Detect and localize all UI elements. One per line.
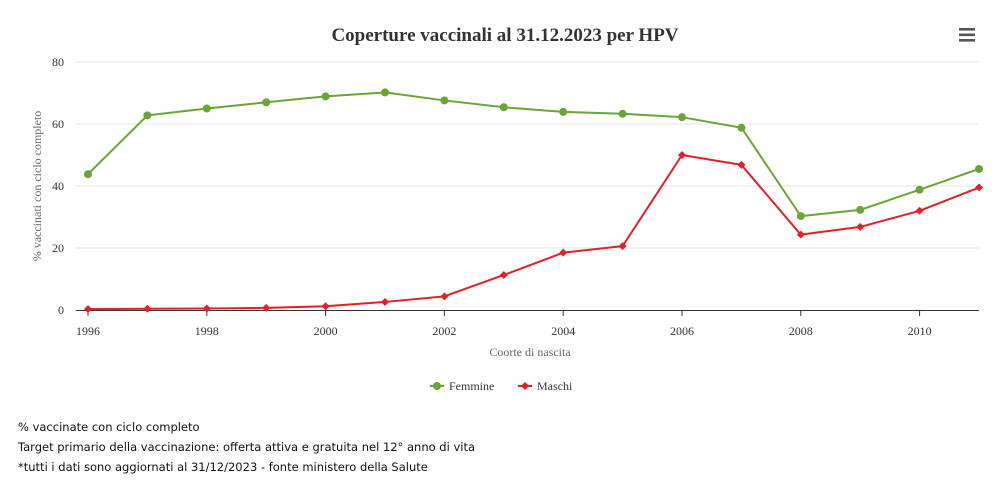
data-point[interactable] [618,109,627,118]
data-point[interactable] [202,304,211,313]
data-point[interactable] [440,96,449,105]
series-layer [84,88,983,314]
data-point[interactable] [381,297,389,306]
legend-item-femmine[interactable]: Femmine [430,379,494,393]
legend-item-maschi[interactable]: Maschi [518,379,573,393]
legend-label: Maschi [537,379,573,393]
note-source: *tutti i dati sono aggiornati al 31/12/2… [18,460,428,474]
data-point[interactable] [321,92,330,101]
data-point[interactable] [915,206,924,215]
data-point[interactable] [975,183,983,192]
series-line [87,154,980,311]
data-point[interactable] [737,123,746,132]
data-point[interactable] [262,98,271,107]
data-point[interactable] [499,103,508,112]
data-point[interactable] [499,270,508,279]
data-point[interactable] [975,164,983,173]
y-tick-label: 80 [52,55,64,69]
data-point[interactable] [678,151,686,159]
hamburger-menu-icon[interactable] [955,26,979,44]
legend-marker [521,382,529,390]
data-point[interactable] [796,230,805,239]
data-point[interactable] [796,212,805,221]
legend-marker [433,382,441,390]
data-point[interactable] [856,222,865,231]
x-tick-label: 1996 [76,324,100,338]
data-point[interactable] [559,107,568,116]
data-point[interactable] [915,185,924,194]
y-axis-title: % vaccinati con ciclo completo [30,111,44,262]
data-point[interactable] [618,242,627,251]
x-tick-label: 2008 [789,324,813,338]
data-point[interactable] [559,248,568,257]
series-femmine [84,88,983,221]
data-point[interactable] [143,304,152,313]
x-tick-label: 2002 [432,324,456,338]
data-point[interactable] [381,88,389,97]
x-tick-label: 2004 [551,324,575,338]
data-point[interactable] [202,104,211,113]
data-point[interactable] [262,303,271,312]
x-tick-label: 2010 [908,324,932,338]
series-maschi [84,151,983,314]
data-point[interactable] [737,160,746,169]
note-coverage: % vaccinate con ciclo completo [18,420,200,434]
axes: 0 20 40 60 80 1996 1998 2000 2002 2004 2006 2008 201… [52,55,979,338]
y-tick-label: 40 [52,179,64,193]
y-tick-label: 0 [58,303,64,317]
y-tick-label: 60 [52,117,64,131]
chart-title: Coperture vaccinali al 31.12.2023 per HP… [331,25,678,46]
legend: Femmine Maschi [430,379,573,393]
grid-lines [76,61,979,249]
x-axis-title: Coorte di nascita [489,345,571,359]
y-tick-label: 20 [52,241,64,255]
data-point[interactable] [84,170,92,179]
series-line [87,91,980,218]
x-tick-label: 1998 [195,324,219,338]
data-point[interactable] [84,305,92,314]
x-tick-label: 2006 [670,324,694,338]
legend-label: Femmine [449,379,494,393]
chart: Coperture vaccinali al 31.12.2023 per HP… [30,25,983,393]
x-tick-label: 2000 [314,324,338,338]
data-point[interactable] [440,292,449,301]
data-point[interactable] [143,111,152,120]
note-target: Target primario della vaccinazione: offe… [18,440,476,454]
data-point[interactable] [678,113,686,122]
data-point[interactable] [856,205,865,214]
chart-notes: % vaccinate con ciclo completo Target pr… [18,417,475,477]
data-point[interactable] [321,302,330,311]
